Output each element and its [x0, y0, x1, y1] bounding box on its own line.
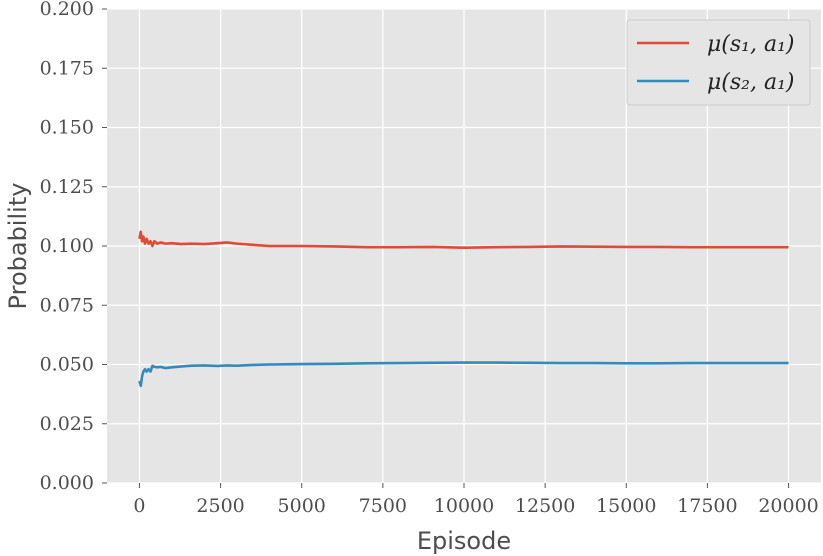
- x-tick-label: 2500: [196, 495, 244, 517]
- axis-ticks: 0 2500 5000 7500 10000 12500 15000 17500 20000 0.…: [40, 0, 819, 517]
- legend-box: [626, 19, 811, 106]
- legend-entry-2: μ(s₂, a₁): [707, 70, 795, 95]
- y-tick-label: 0.125: [40, 176, 94, 198]
- legend-entry-1: μ(s₁, a₁): [707, 32, 795, 57]
- x-tick-label: 5000: [278, 495, 326, 517]
- series-lines: [138, 230, 789, 388]
- x-tick-label: 17500: [677, 495, 737, 517]
- x-tick-label: 10000: [434, 495, 494, 517]
- y-tick-label: 0.150: [40, 117, 94, 139]
- x-tick-label: 15000: [596, 495, 656, 517]
- y-tick-label: 0.200: [40, 0, 94, 20]
- y-tick-label: 0.000: [40, 472, 94, 494]
- y-tick-label: 0.050: [40, 354, 94, 376]
- x-tick-label: 0: [133, 495, 145, 517]
- x-tick-label: 7500: [359, 495, 407, 517]
- x-tick-label: 20000: [758, 495, 818, 517]
- x-tick-label: 12500: [515, 495, 575, 517]
- legend: μ(s₁, a₁) μ(s₂, a₁): [626, 19, 811, 106]
- y-tick-label: 0.025: [40, 413, 94, 435]
- series-line-1: [138, 230, 789, 249]
- series-line-2: [138, 361, 789, 388]
- y-tick-label: 0.175: [40, 57, 94, 79]
- y-axis-label: Probability: [4, 183, 32, 310]
- y-tick-label: 0.100: [40, 235, 94, 257]
- x-axis-label: Episode: [417, 527, 511, 555]
- y-tick-label: 0.075: [40, 294, 94, 316]
